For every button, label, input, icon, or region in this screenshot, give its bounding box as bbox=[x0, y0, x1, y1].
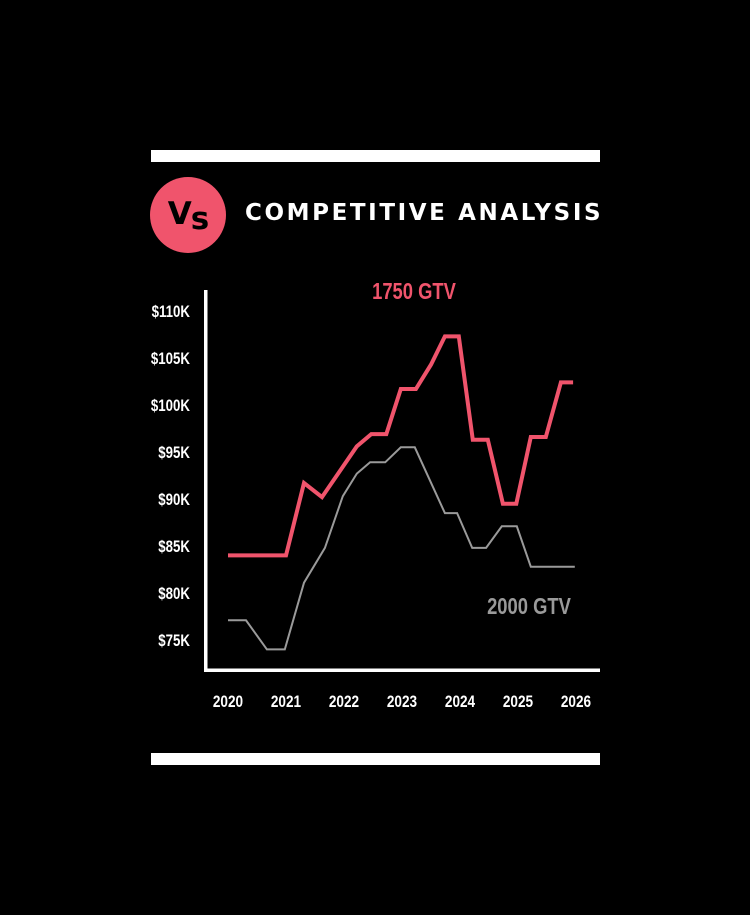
y-tick-label: $110K bbox=[152, 303, 190, 322]
x-tick-label: 2023 bbox=[387, 693, 417, 712]
top-divider-bar bbox=[151, 150, 600, 162]
x-tick-label: 2022 bbox=[329, 693, 359, 712]
badge-letter-s: s bbox=[190, 201, 209, 237]
x-tick-label: 2024 bbox=[445, 693, 476, 712]
badge-letter-v: V bbox=[167, 196, 192, 232]
y-tick-label: $105K bbox=[151, 350, 190, 369]
series-label-2000-gtv: 2000 GTV bbox=[487, 594, 571, 619]
x-tick-label: 2020 bbox=[213, 693, 243, 712]
series-label-1750-gtv: 1750 GTV bbox=[372, 279, 456, 304]
y-tick-label: $85K bbox=[158, 538, 190, 557]
y-tick-label: $75K bbox=[158, 632, 190, 651]
x-tick-label: 2021 bbox=[271, 693, 302, 712]
y-tick-label: $80K bbox=[158, 585, 190, 604]
bottom-divider-bar bbox=[151, 753, 600, 765]
x-axis-line bbox=[204, 668, 600, 672]
x-tick-label: 2025 bbox=[503, 693, 534, 712]
y-axis-line bbox=[204, 290, 208, 672]
vs-badge-icon: Vs bbox=[150, 177, 226, 253]
y-tick-label: $100K bbox=[151, 397, 190, 416]
y-tick-label: $90K bbox=[158, 491, 190, 510]
x-tick-label: 2026 bbox=[561, 693, 591, 712]
series-line-2000-gtv bbox=[228, 446, 575, 651]
series-line-1750-gtv bbox=[228, 334, 574, 558]
page-title: COMPETITIVE ANALYSIS bbox=[245, 200, 604, 226]
y-tick-label: $95K bbox=[158, 444, 190, 463]
